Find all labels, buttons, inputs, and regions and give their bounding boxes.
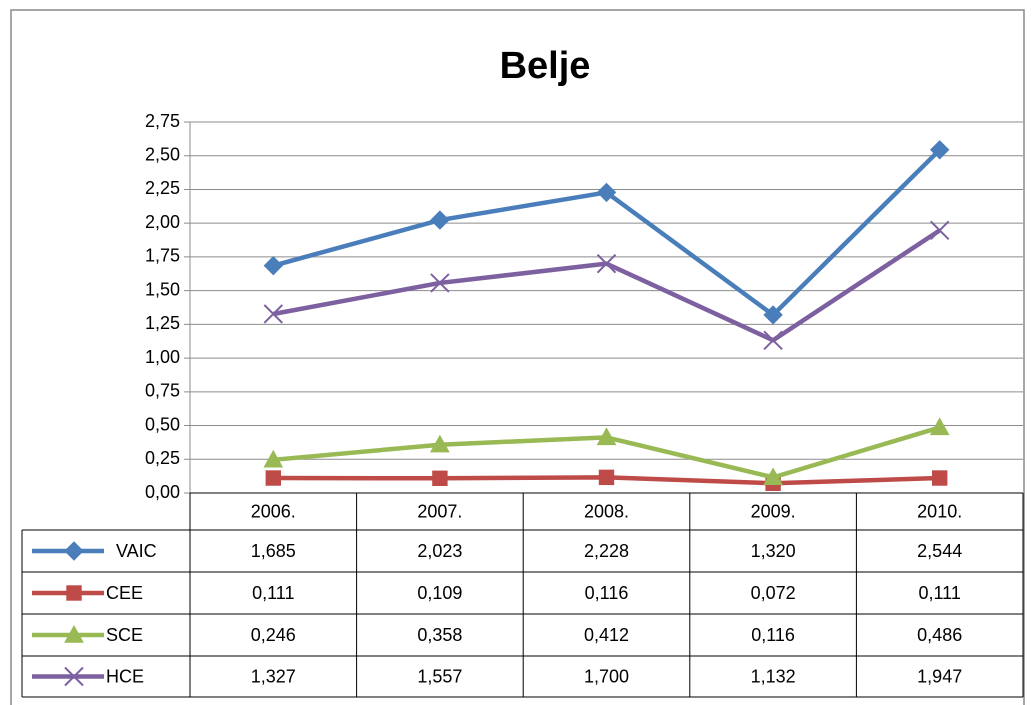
marker	[430, 273, 450, 293]
table-value: 1,557	[417, 666, 462, 686]
y-tick-label: 2,50	[145, 144, 180, 164]
y-tick-label: 1,75	[145, 246, 180, 266]
marker	[64, 666, 84, 687]
x-tick-label: 2007.	[417, 501, 462, 521]
marker	[596, 182, 617, 203]
table-value: 1,700	[584, 666, 629, 686]
marker	[432, 470, 448, 486]
y-tick-label: 1,25	[145, 313, 180, 333]
table-value: 0,111	[919, 583, 961, 603]
chart-frame	[10, 9, 1025, 705]
table-value: 0,072	[751, 583, 796, 603]
marker	[263, 449, 284, 468]
marker	[763, 305, 783, 325]
table-value: 0,109	[417, 583, 462, 603]
x-tick-label: 2009.	[751, 501, 796, 521]
marker	[929, 417, 950, 436]
x-tick-label: 2008.	[584, 501, 629, 521]
marker	[430, 434, 450, 453]
y-tick-label: 0,50	[145, 414, 180, 434]
table-value: 1,320	[751, 541, 796, 561]
marker	[929, 220, 950, 241]
x-tick-label: 2006.	[251, 501, 296, 521]
marker	[64, 624, 84, 643]
legend-label: HCE	[106, 666, 144, 686]
marker	[66, 585, 82, 601]
legend-label: CEE	[106, 583, 143, 603]
legend-label: VAIC	[116, 541, 157, 561]
table-value: 0,116	[585, 583, 629, 603]
table-value: 0,246	[251, 625, 296, 645]
table-value: 1,685	[251, 541, 296, 561]
y-tick-label: 0,75	[145, 381, 180, 401]
marker	[263, 255, 284, 276]
marker	[932, 470, 948, 486]
table-value: 0,358	[417, 625, 462, 645]
y-tick-label: 2,25	[145, 178, 180, 198]
y-tick-label: 1,00	[145, 347, 180, 367]
marker	[265, 470, 282, 486]
table-value: 1,132	[751, 666, 796, 686]
x-tick-label: 2010.	[917, 501, 962, 521]
marker	[263, 304, 284, 324]
table-value: 2,228	[584, 541, 629, 561]
table-value: 0,111	[252, 583, 294, 603]
marker	[64, 541, 84, 561]
marker	[598, 469, 615, 486]
y-tick-label: 0,00	[145, 482, 180, 502]
table-value: 0,486	[917, 625, 962, 645]
y-tick-label: 1,50	[145, 279, 180, 299]
table-value: 1,947	[917, 666, 962, 686]
table-value: 0,116	[751, 625, 795, 645]
y-tick-label: 2,00	[145, 212, 180, 232]
marker	[596, 427, 617, 446]
marker	[763, 467, 783, 486]
table-value: 2,544	[917, 541, 962, 561]
marker	[929, 140, 950, 160]
table-value: 1,327	[251, 666, 296, 686]
legend-label: SCE	[106, 625, 143, 645]
table-value: 0,412	[584, 625, 629, 645]
marker	[763, 330, 783, 350]
chart-title: Belje	[500, 45, 591, 87]
y-tick-label: 0,25	[145, 448, 180, 468]
marker	[430, 210, 450, 230]
marker	[596, 253, 617, 274]
table-value: 2,023	[417, 541, 462, 561]
y-tick-label: 2,75	[145, 111, 180, 131]
